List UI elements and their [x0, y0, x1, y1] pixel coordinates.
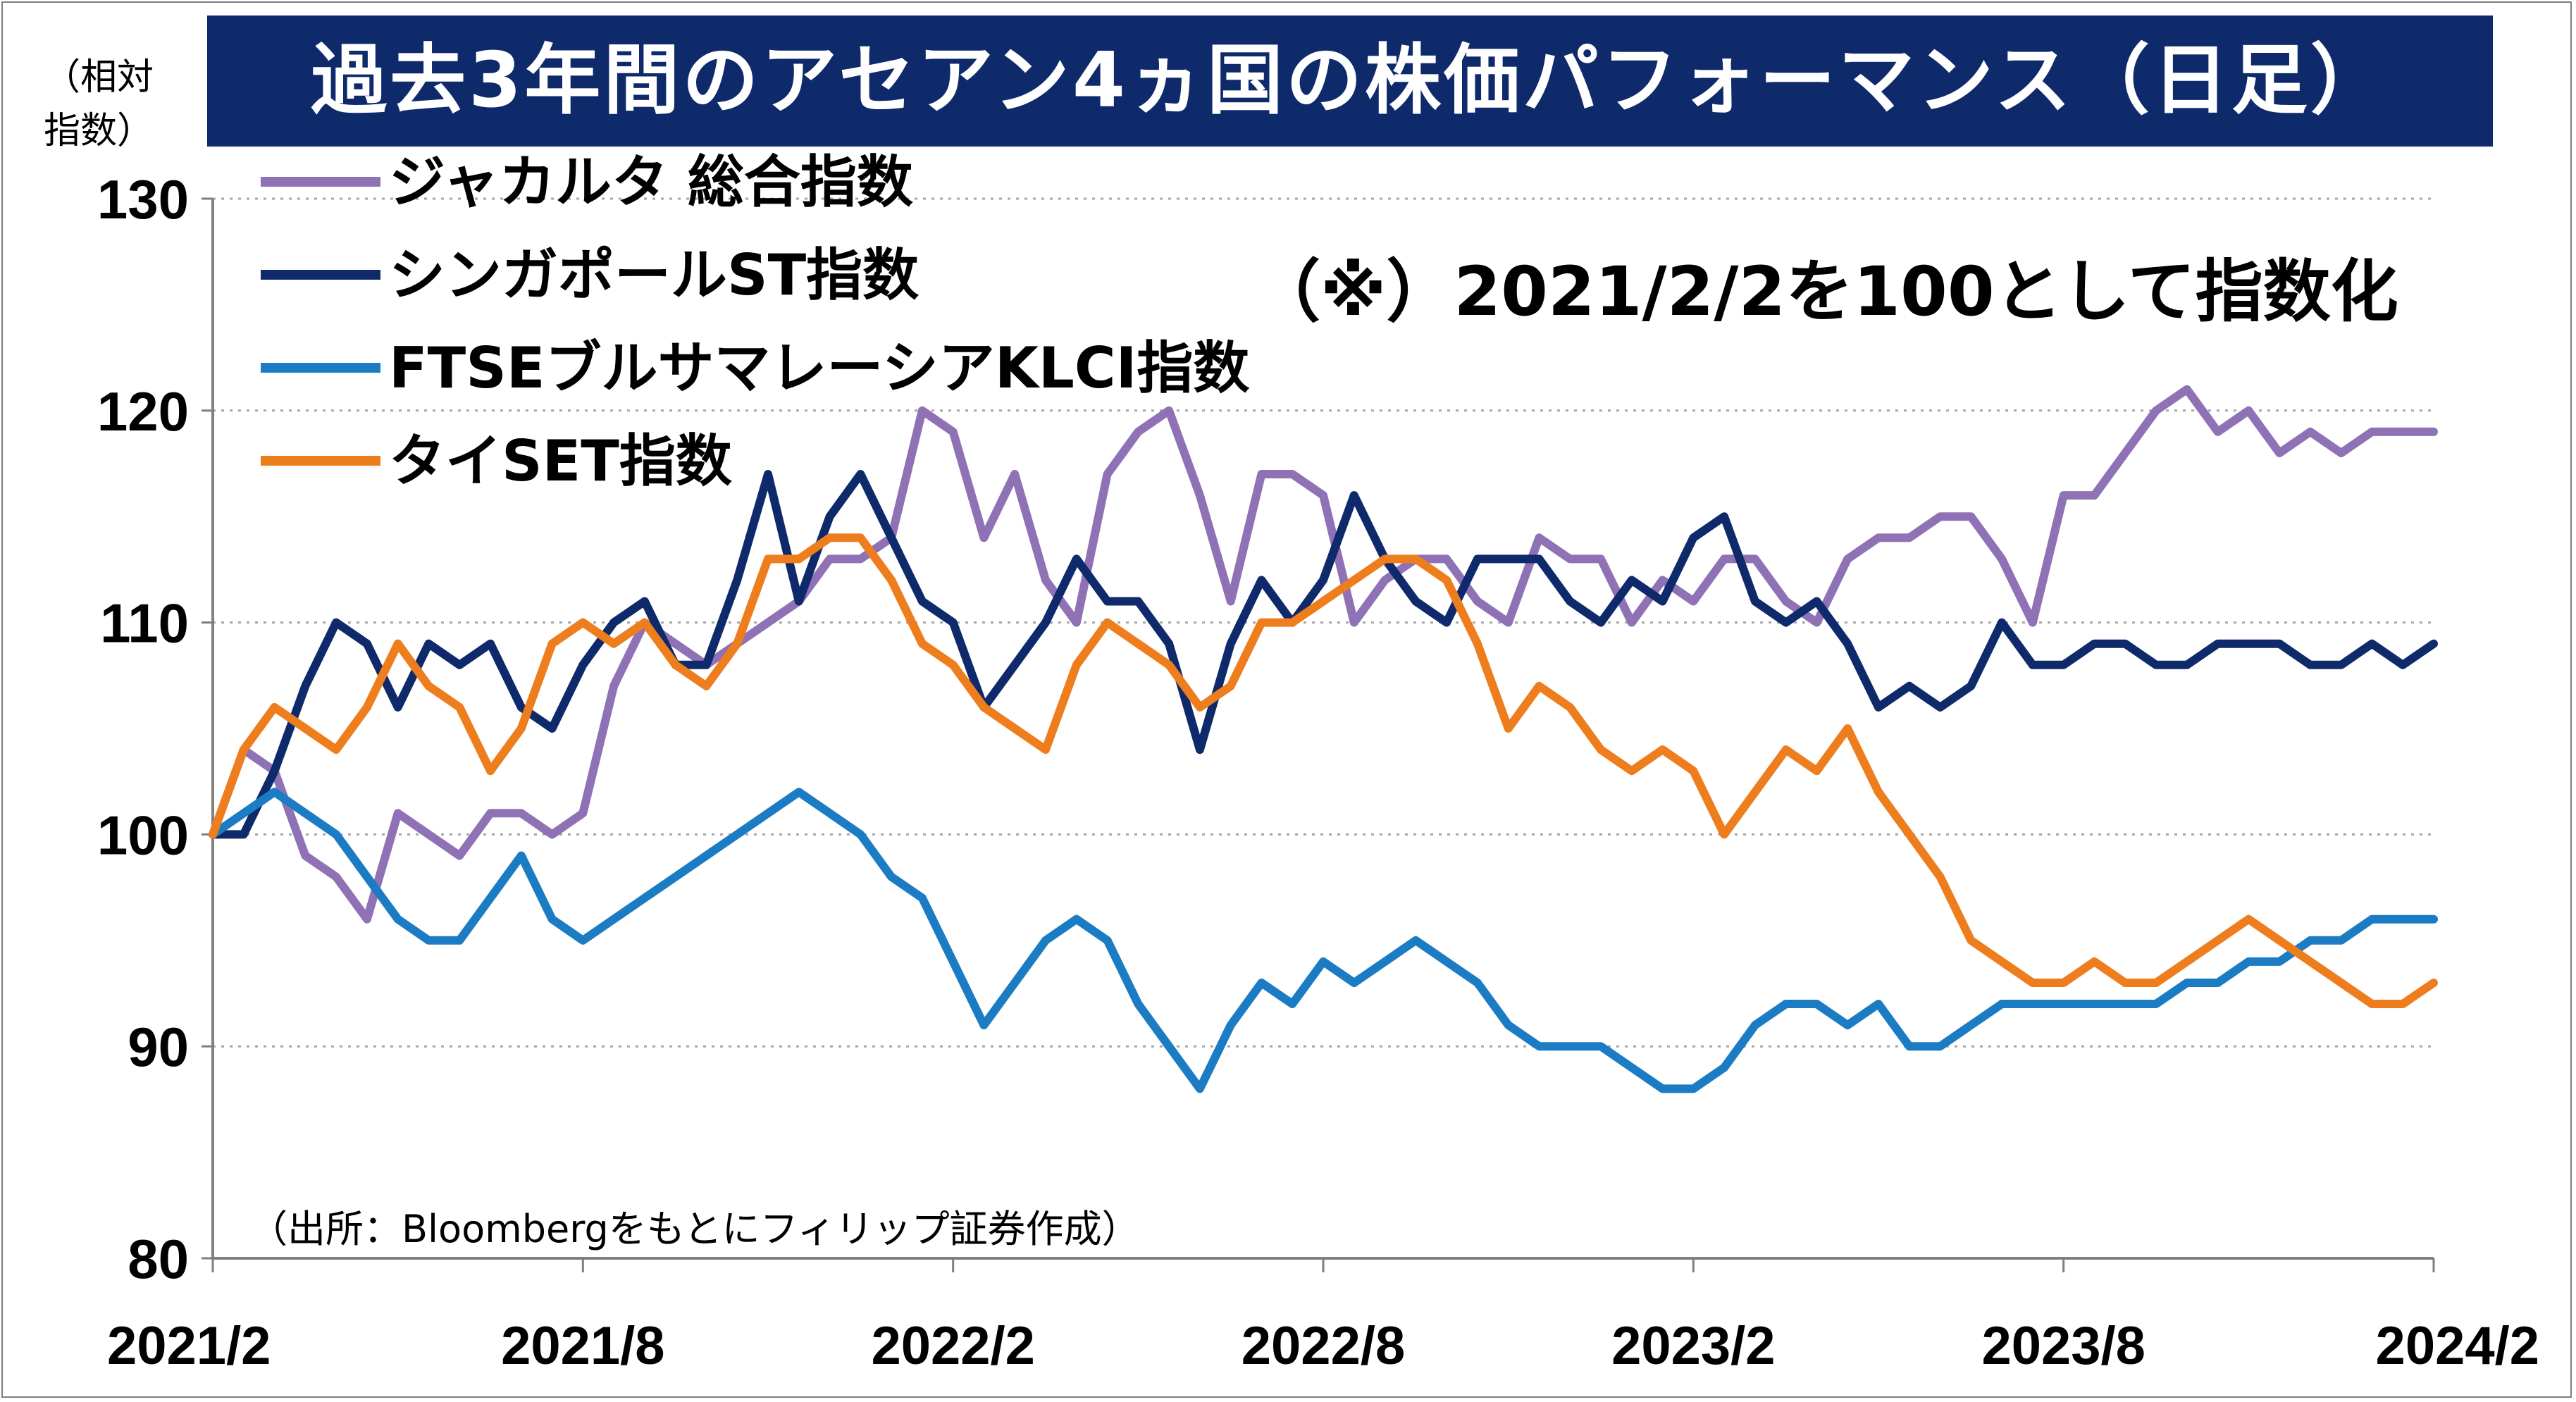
series-line-jakarta	[209, 385, 2438, 924]
legend-label-thai: タイSET指数	[389, 428, 732, 494]
x-tick-label: 2021/8	[501, 1316, 664, 1376]
legend-label-malaysia: FTSEブルサマレーシアKLCI指数	[389, 335, 1249, 401]
y-tick-label: 90	[128, 1016, 189, 1078]
series-line-thai	[209, 533, 2438, 1008]
legend-label-jakarta: ジャカルタ 総合指数	[389, 149, 913, 215]
x-tick-label: 2021/2	[107, 1316, 271, 1376]
title-bar: 過去3年間のアセアン4ヵ国の株価パフォーマンス（日足）	[207, 15, 2493, 147]
y-tick-label: 80	[128, 1228, 189, 1290]
legend-label-singapore: シンガポールST指数	[389, 242, 919, 308]
x-tick-label: 2023/8	[1981, 1316, 2145, 1376]
y-tick-label: 120	[97, 380, 189, 442]
y-tick-label: 100	[97, 804, 189, 866]
y-unit-line-2: 指数）	[44, 110, 154, 152]
source-note: （出所：Bloombergをもとにフィリップ証券作成）	[249, 1207, 1140, 1251]
series-line-singapore	[209, 470, 2438, 839]
series-line-malaysia	[209, 788, 2438, 1093]
x-tick-label: 2024/2	[2376, 1316, 2539, 1376]
chart-note: （※）2021/2/2を100として指数化	[1253, 252, 2398, 331]
y-tick-label: 130	[97, 168, 189, 230]
chart-title: 過去3年間のアセアン4ヵ国の株価パフォーマンス（日足）	[311, 37, 2389, 125]
x-tick-label: 2022/8	[1241, 1316, 1405, 1376]
y-tick-label: 110	[100, 593, 189, 655]
x-tick-label: 2023/2	[1611, 1316, 1775, 1376]
series-lines	[209, 385, 2438, 1093]
axes: 130 120 110 100 90 80 2021/2 2021/8 2022/2 2022/8…	[97, 168, 2539, 1376]
y-axis-unit-label: （相対 指数）	[44, 51, 185, 158]
x-tick-label: 2022/2	[871, 1316, 1034, 1376]
grid-lines	[213, 197, 2434, 1048]
y-unit-line-1: （相対	[44, 56, 154, 99]
